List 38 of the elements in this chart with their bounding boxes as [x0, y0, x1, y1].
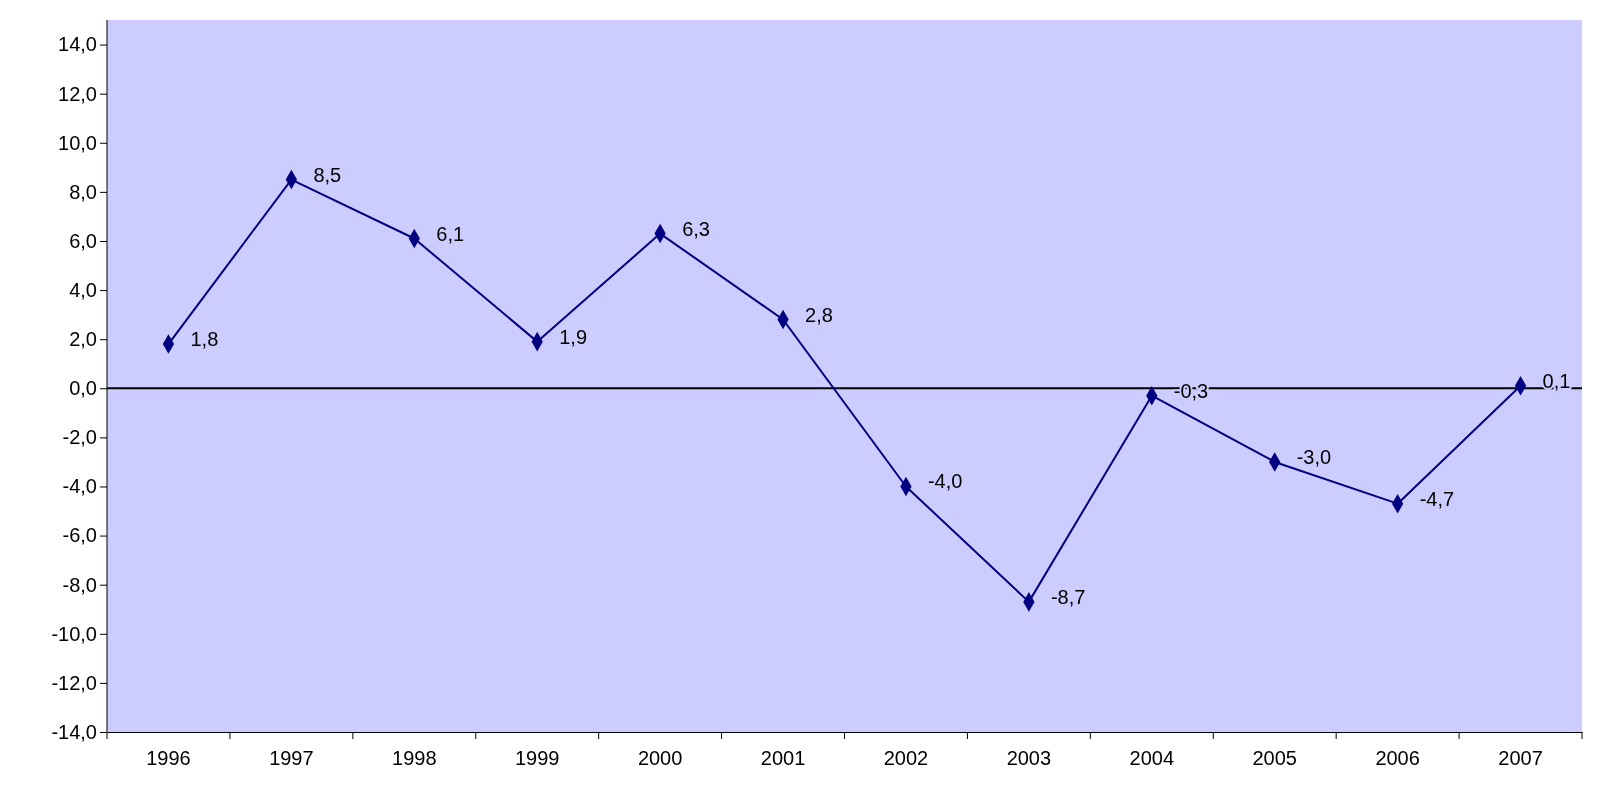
y-tick-label: -6,0 — [62, 524, 97, 547]
x-tick-label: 1999 — [514, 747, 560, 769]
x-tick-label: 2005 — [1252, 747, 1297, 769]
data-label: -4,0 — [927, 470, 963, 493]
y-tick-label: -12,0 — [51, 671, 97, 694]
y-tick-label: 14,0 — [58, 33, 97, 56]
data-label: 1,8 — [190, 328, 219, 351]
x-tick-label: 2004 — [1129, 747, 1175, 769]
x-tick-label: 1997 — [269, 747, 314, 769]
data-label: 0,1 — [1542, 369, 1571, 392]
data-label: -3,0 — [1296, 445, 1332, 468]
data-label: 6,1 — [436, 222, 465, 245]
y-tick-label: 12,0 — [58, 82, 97, 105]
data-label: 1,9 — [559, 325, 588, 348]
data-label: 8,5 — [313, 163, 342, 186]
y-tick-label: 6,0 — [69, 229, 97, 252]
x-tick-label: 2002 — [883, 747, 929, 769]
y-tick-label: -10,0 — [51, 622, 97, 645]
y-tick-label: 8,0 — [69, 180, 97, 203]
x-tick-label: 2003 — [1006, 747, 1052, 769]
x-tick-label: 2006 — [1375, 747, 1420, 769]
x-tick-label: 1998 — [392, 747, 437, 769]
y-tick-label: 0,0 — [69, 377, 97, 400]
y-tick-label: 10,0 — [58, 131, 97, 154]
y-tick-label: -8,0 — [62, 573, 97, 596]
x-tick-label: 2007 — [1498, 747, 1543, 769]
y-tick-label: -4,0 — [62, 475, 97, 498]
data-label: 6,3 — [682, 217, 710, 240]
y-tick-label: -2,0 — [62, 426, 97, 449]
y-tick-label: 4,0 — [69, 278, 97, 301]
x-tick-label: 2001 — [760, 747, 806, 769]
x-tick-label: 1996 — [146, 747, 191, 769]
x-tick-label: 2000 — [637, 747, 683, 769]
data-label: -4,7 — [1419, 487, 1455, 510]
y-tick-label: -14,0 — [51, 720, 97, 743]
data-label: -8,7 — [1050, 585, 1086, 608]
data-label: 2,8 — [805, 303, 833, 326]
y-tick-label: 2,0 — [69, 328, 97, 351]
